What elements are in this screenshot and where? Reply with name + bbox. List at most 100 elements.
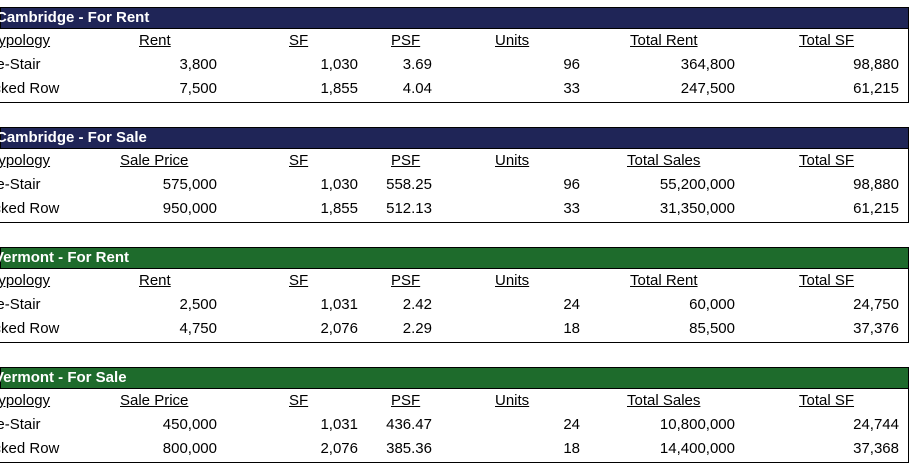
cell-price: 4,750 xyxy=(179,320,217,337)
table-row: Stacked Row 4,750 2,076 2.29 18 85,500 3… xyxy=(0,317,908,341)
cell-sf: 1,030 xyxy=(320,56,358,73)
col-header-total: Total Sales xyxy=(627,392,701,409)
col-header-units: Units xyxy=(495,392,530,409)
cell-units: 24 xyxy=(563,416,580,433)
cell-total: 55,200,000 xyxy=(659,176,735,193)
col-header-typology: Typology xyxy=(0,32,51,49)
cell-price: 7,500 xyxy=(179,80,217,97)
col-header-price: Sale Price xyxy=(120,152,189,169)
cell-total-sf: 24,750 xyxy=(853,296,899,313)
cell-price: 450,000 xyxy=(162,416,217,433)
col-header-price: Rent xyxy=(139,272,171,289)
table-title-bar: Cambridge - For Rent xyxy=(0,7,909,29)
cell-units: 18 xyxy=(563,320,580,337)
cell-units: 18 xyxy=(563,440,580,457)
col-header-typology: Typology xyxy=(0,392,51,409)
cell-price: 950,000 xyxy=(162,200,217,217)
col-header-total-sf: Total SF xyxy=(799,32,855,49)
col-header-sf: SF xyxy=(289,32,309,49)
cell-psf: 385.36 xyxy=(386,440,432,457)
col-header-psf: PSF xyxy=(391,32,421,49)
cell-typology: Stacked Row xyxy=(0,200,60,217)
table-header-row: Typology Sale Price SF PSF Units Total S… xyxy=(0,149,908,173)
cell-typology: Stacked Row xyxy=(0,320,60,337)
cell-sf: 1,855 xyxy=(320,200,358,217)
cell-units: 33 xyxy=(563,80,580,97)
cell-total-sf: 37,376 xyxy=(853,320,899,337)
col-header-total-sf: Total SF xyxy=(799,152,855,169)
table-title-bar: Vermont - For Rent xyxy=(0,247,909,269)
table-title-bar: Cambridge - For Sale xyxy=(0,127,909,149)
cell-psf: 558.25 xyxy=(386,176,432,193)
col-header-total-sf: Total SF xyxy=(799,392,855,409)
table-row: Single-Stair 3,800 1,030 3.69 96 364,800… xyxy=(0,53,908,77)
table-header-row: Typology Rent SF PSF Units Total Rent To… xyxy=(0,269,908,293)
cell-psf: 436.47 xyxy=(386,416,432,433)
col-header-total: Total Sales xyxy=(627,152,701,169)
cell-total-sf: 61,215 xyxy=(853,80,899,97)
cell-total: 247,500 xyxy=(680,80,735,97)
table-cambridge-sale: Cambridge - For Sale Typology Sale Price… xyxy=(0,127,909,223)
cell-psf: 3.69 xyxy=(402,56,432,73)
cell-total: 85,500 xyxy=(689,320,735,337)
cell-price: 575,000 xyxy=(162,176,217,193)
col-header-total: Total Rent xyxy=(630,32,698,49)
col-header-price: Rent xyxy=(139,32,171,49)
cell-total-sf: 98,880 xyxy=(853,176,899,193)
col-header-typology: Typology xyxy=(0,272,51,289)
col-header-sf: SF xyxy=(289,272,309,289)
cell-typology: Stacked Row xyxy=(0,80,60,97)
cell-units: 24 xyxy=(563,296,580,313)
cell-typology: Single-Stair xyxy=(0,416,41,433)
col-header-sf: SF xyxy=(289,152,309,169)
table-vermont-rent: Vermont - For Rent Typology Rent SF PSF … xyxy=(0,247,909,343)
cell-total: 10,800,000 xyxy=(659,416,735,433)
cell-typology: Single-Stair xyxy=(0,176,41,193)
col-header-total: Total Rent xyxy=(630,272,698,289)
cell-sf: 1,031 xyxy=(320,416,358,433)
cell-sf: 2,076 xyxy=(320,320,358,337)
cell-total-sf: 98,880 xyxy=(853,56,899,73)
cell-sf: 1,030 xyxy=(320,176,358,193)
table-header-row: Typology Rent SF PSF Units Total Rent To… xyxy=(0,29,908,53)
cell-total: 364,800 xyxy=(680,56,735,73)
table-title: Cambridge - For Rent xyxy=(0,9,150,26)
table-title: Vermont - For Rent xyxy=(0,249,130,266)
col-header-sf: SF xyxy=(289,392,309,409)
cell-total-sf: 24,744 xyxy=(853,416,899,433)
col-header-psf: PSF xyxy=(391,272,421,289)
cell-total: 31,350,000 xyxy=(659,200,735,217)
table-row: Single-Stair 575,000 1,030 558.25 96 55,… xyxy=(0,173,908,197)
cell-total-sf: 61,215 xyxy=(853,200,899,217)
table-row: Single-Stair 450,000 1,031 436.47 24 10,… xyxy=(0,413,908,437)
col-header-psf: PSF xyxy=(391,392,421,409)
cell-typology: Single-Stair xyxy=(0,56,41,73)
cell-price: 3,800 xyxy=(179,56,217,73)
table-title-bar: Vermont - For Sale xyxy=(0,367,909,389)
cell-price: 2,500 xyxy=(179,296,217,313)
cell-sf: 2,076 xyxy=(320,440,358,457)
cell-sf: 1,855 xyxy=(320,80,358,97)
cell-price: 800,000 xyxy=(162,440,217,457)
cell-total: 14,400,000 xyxy=(659,440,735,457)
col-header-units: Units xyxy=(495,152,530,169)
table-row: Stacked Row 950,000 1,855 512.13 33 31,3… xyxy=(0,197,908,221)
col-header-psf: PSF xyxy=(391,152,421,169)
table-header-row: Typology Sale Price SF PSF Units Total S… xyxy=(0,389,908,413)
table-row: Stacked Row 800,000 2,076 385.36 18 14,4… xyxy=(0,437,908,461)
cell-psf: 2.42 xyxy=(402,296,432,313)
cell-typology: Single-Stair xyxy=(0,296,41,313)
cell-units: 33 xyxy=(563,200,580,217)
col-header-typology: Typology xyxy=(0,152,51,169)
cell-units: 96 xyxy=(563,56,580,73)
col-header-units: Units xyxy=(495,272,530,289)
cell-total: 60,000 xyxy=(689,296,735,313)
table-cambridge-rent: Cambridge - For Rent Typology Rent SF PS… xyxy=(0,7,909,103)
cell-units: 96 xyxy=(563,176,580,193)
table-row: Single-Stair 2,500 1,031 2.42 24 60,000 … xyxy=(0,293,908,317)
table-vermont-sale: Vermont - For Sale Typology Sale Price S… xyxy=(0,367,909,463)
cell-sf: 1,031 xyxy=(320,296,358,313)
table-title: Cambridge - For Sale xyxy=(0,129,147,146)
cell-psf: 4.04 xyxy=(402,80,432,97)
cell-psf: 512.13 xyxy=(386,200,432,217)
